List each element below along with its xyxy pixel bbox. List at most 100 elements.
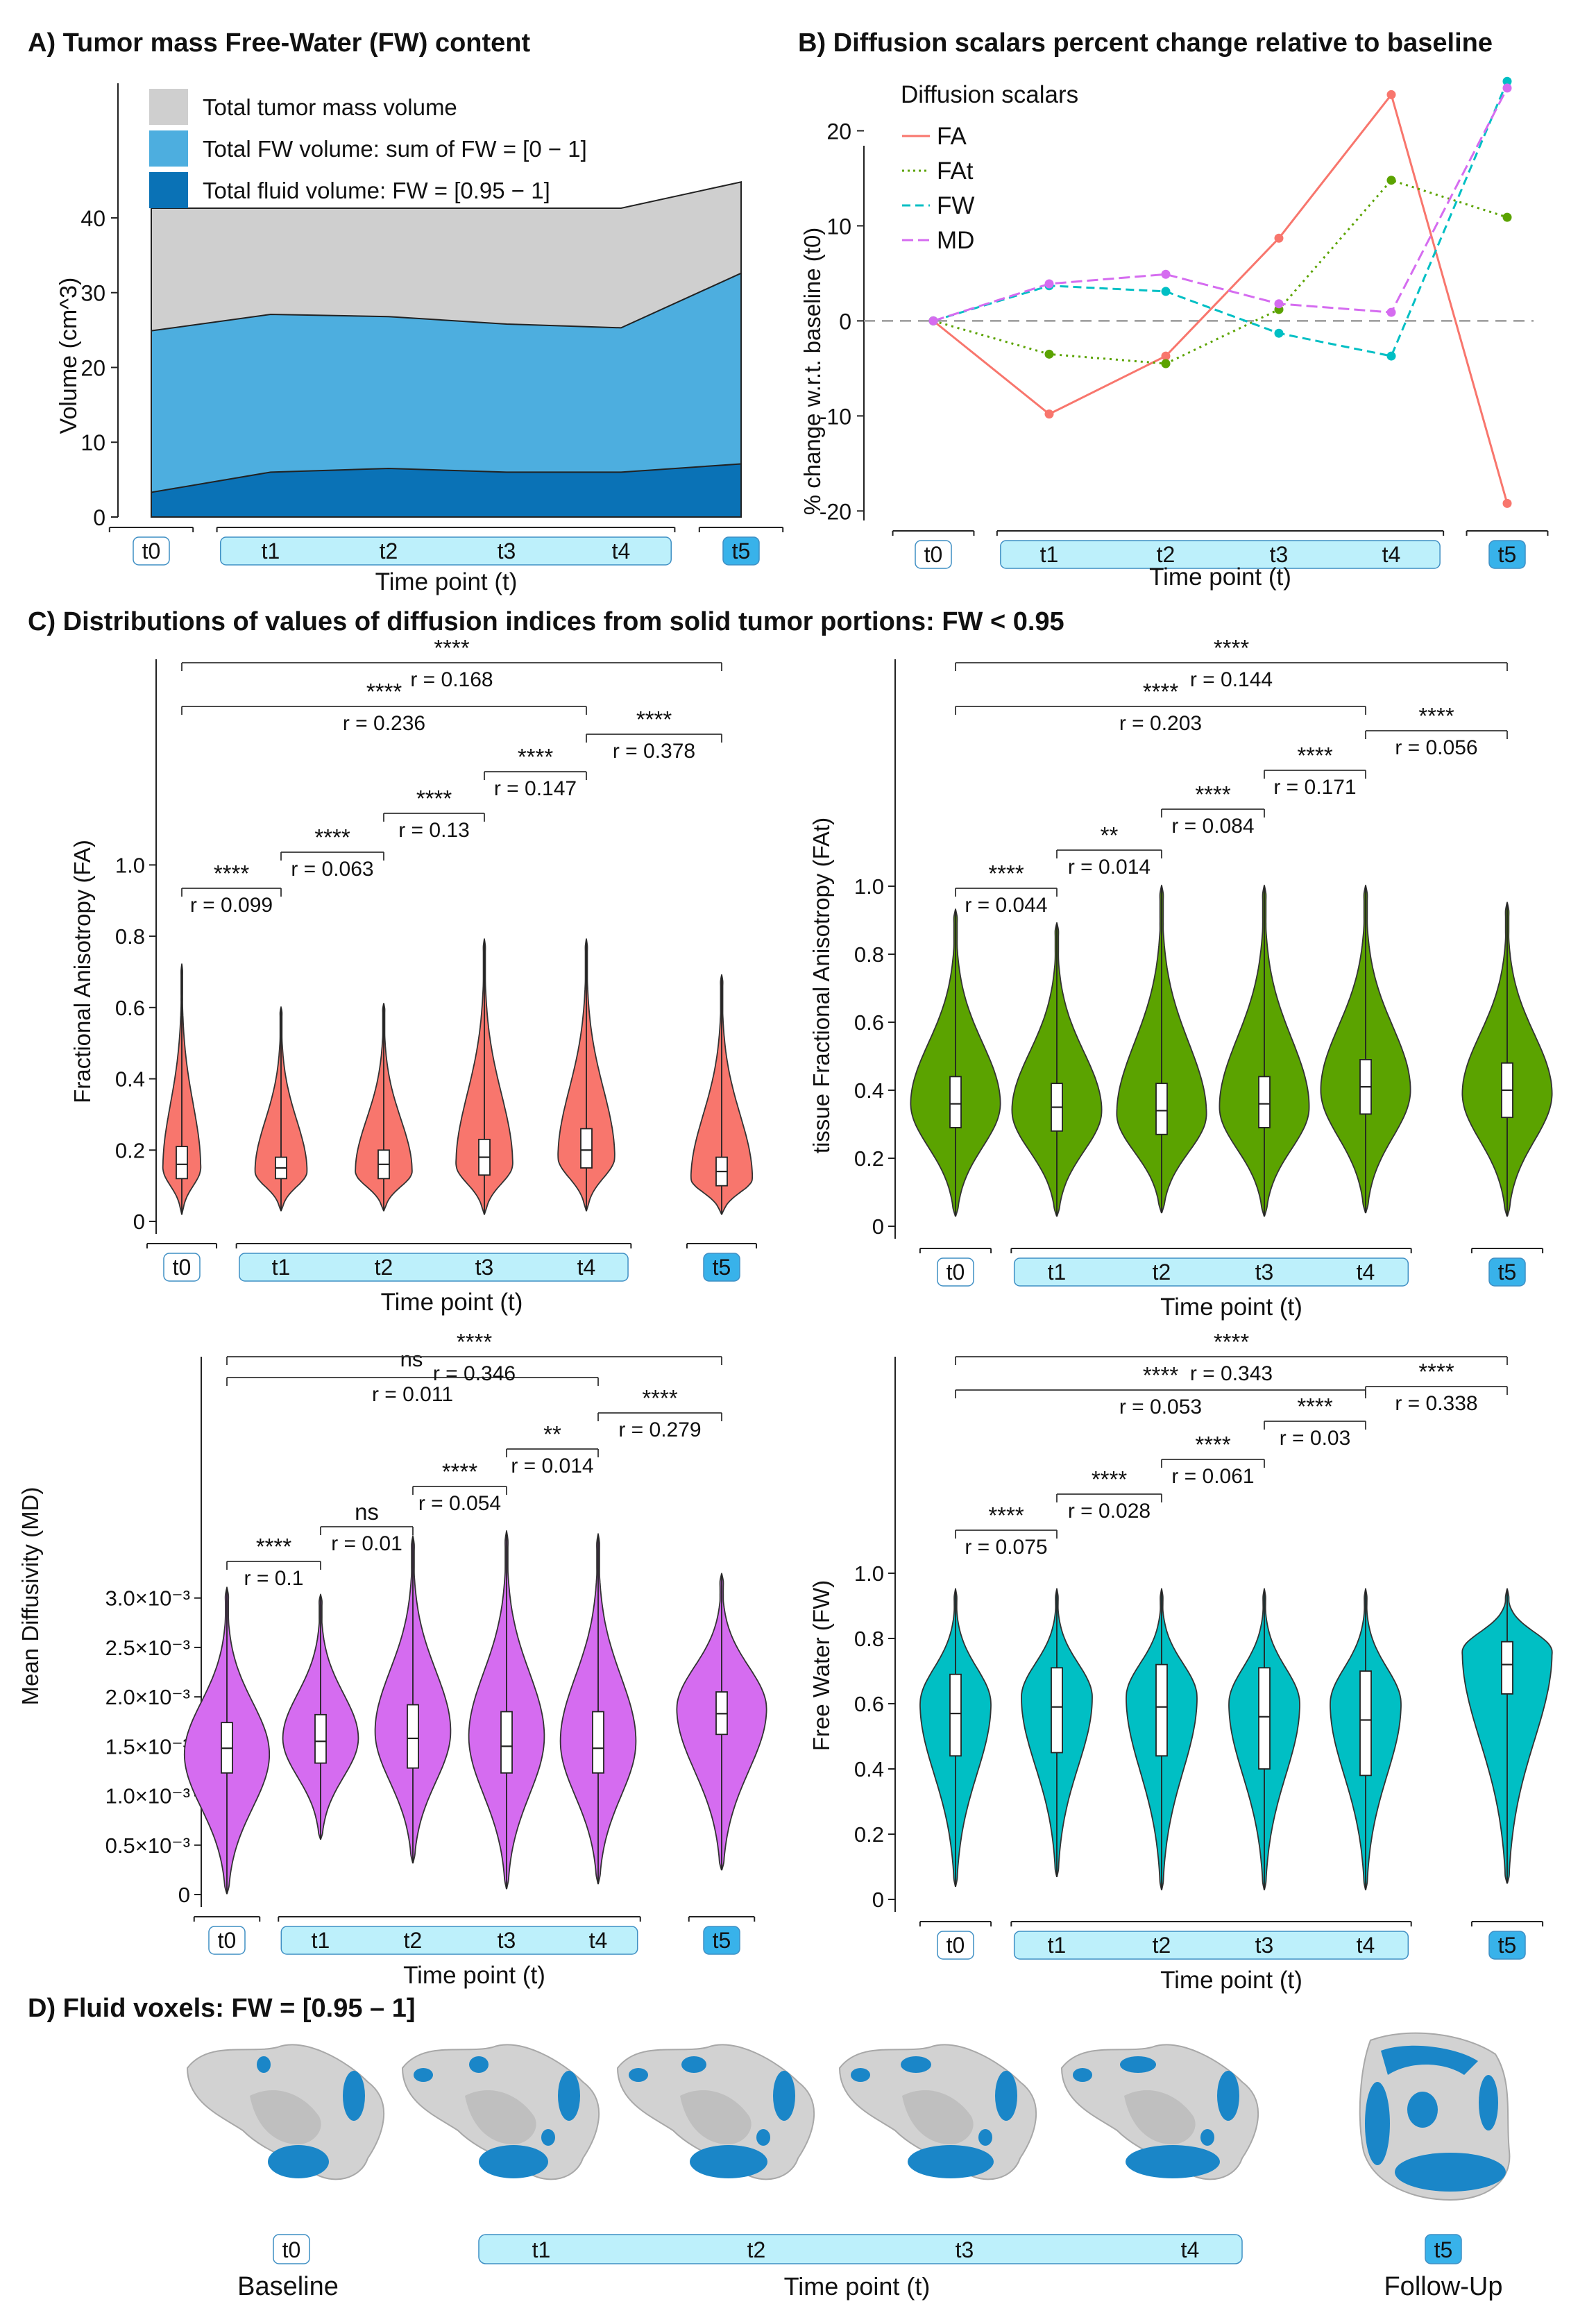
data-point-fat-t1 xyxy=(1044,349,1054,359)
area-fw-volume xyxy=(151,272,742,518)
fluid-voxel-cluster xyxy=(756,2129,770,2146)
sig-effect-t0-t5: r = 0.144 xyxy=(1190,668,1273,691)
time-tick-t1: t1 xyxy=(262,539,280,564)
sig-stars-t1-t2: ns xyxy=(355,1499,379,1525)
sig-effect-t0-t5: r = 0.343 xyxy=(1190,1362,1273,1385)
series-line-fw xyxy=(933,81,1509,357)
data-point-fa-t2 xyxy=(1161,351,1171,361)
fluid-voxel-cluster xyxy=(1200,2129,1214,2146)
data-point-fw-t5 xyxy=(1502,76,1512,86)
sig-stars-t4-t5: **** xyxy=(642,1385,678,1411)
fluid-voxel-cluster xyxy=(343,2071,365,2121)
y-tick-label: 1.0 xyxy=(115,853,145,877)
time-tick-t5: t5 xyxy=(713,1255,731,1280)
y-tick-label: 0 xyxy=(872,1888,884,1912)
time-tick-t0: t0 xyxy=(142,539,161,564)
sig-stars-t1-t2: ** xyxy=(1101,822,1119,848)
tumor-rendering-t5 xyxy=(1359,2032,1511,2201)
y-axis-label: % change w.r.t. baseline (t0) xyxy=(799,228,825,516)
sig-stars-t3-t4: **** xyxy=(1297,1393,1333,1419)
box-t2 xyxy=(407,1704,419,1769)
sig-effect-t2-t3: r = 0.084 xyxy=(1171,815,1254,838)
sig-stars-t0-t4: **** xyxy=(366,679,402,704)
sig-stars-t0-t1: **** xyxy=(214,861,250,886)
sig-effect-t1-t2: r = 0.063 xyxy=(291,858,373,881)
x-axis-label: Time point (t) xyxy=(784,2272,931,2301)
tumor-surface xyxy=(838,2044,1037,2180)
time-tick-t3: t3 xyxy=(956,2237,974,2262)
data-point-fa-t3 xyxy=(1274,233,1284,243)
legend-label-fat: FAt xyxy=(937,158,974,185)
tumor-surface xyxy=(186,2044,385,2180)
sig-stars-t3-t4: **** xyxy=(518,744,554,770)
y-tick-label: 1.0×10⁻³ xyxy=(105,1784,190,1808)
panel-b-legend: Diffusion scalars FA FAt FW MD xyxy=(901,81,1078,254)
fluid-voxel-cluster xyxy=(1217,2071,1239,2121)
time-pill-t5 xyxy=(1488,1257,1526,1287)
time-tick-t5: t5 xyxy=(1498,1260,1517,1285)
sig-effect-t0-t1: r = 0.044 xyxy=(965,894,1047,917)
box-t5 xyxy=(1501,1641,1513,1695)
box-t4 xyxy=(580,1128,593,1169)
legend-swatch-fluid xyxy=(149,172,188,208)
y-tick-label: 0.5×10⁻³ xyxy=(105,1833,190,1858)
time-tick-t1: t1 xyxy=(532,2237,551,2262)
time-tick-t5: t5 xyxy=(713,1928,731,1953)
sig-stars-t1-t2: **** xyxy=(1092,1466,1128,1492)
time-tick-t5: t5 xyxy=(1434,2237,1453,2262)
sig-effect-t1-t2: r = 0.028 xyxy=(1068,1500,1151,1523)
data-point-fa-t4 xyxy=(1386,90,1396,99)
panel-a-title: A) Tumor mass Free-Water (FW) content xyxy=(28,28,530,58)
violin-chart-fw: 0 0.2 0.4 0.6 0.8 1.0 Free Water (FW) **** r = 0… xyxy=(808,1329,1553,1994)
time-tick-t4: t4 xyxy=(577,1255,596,1280)
panel-a-area-chart: 0 10 20 30 40 Volume (cm^3) t0 t1 t2 t3 t4 t5 Time p… xyxy=(56,83,784,595)
panel-c-title: C) Distributions of values of diffusion … xyxy=(28,607,1064,636)
y-tick-label: 2.5×10⁻³ xyxy=(105,1636,190,1660)
box-t0 xyxy=(176,1146,188,1180)
time-tick-t4: t4 xyxy=(1181,2237,1200,2262)
tumor-surface xyxy=(401,2044,600,2180)
sig-effect-t0-t1: r = 0.1 xyxy=(244,1567,304,1590)
time-tick-t1: t1 xyxy=(312,1928,330,1953)
data-point-md-t4 xyxy=(1386,307,1396,317)
panel-d-title: D) Fluid voxels: FW = [0.95 – 1] xyxy=(28,1994,416,2023)
panel-b-title: B) Diffusion scalars percent change rela… xyxy=(798,28,1493,58)
tumor-shading xyxy=(902,2090,974,2144)
sig-stars-t0-t4: ns xyxy=(400,1347,423,1371)
data-point-fw-t2 xyxy=(1161,287,1171,296)
tumor-shading xyxy=(1124,2090,1196,2144)
panel-d-renderings xyxy=(186,2032,1511,2201)
y-axis-label: tissue Fractional Anisotropy (FAt) xyxy=(808,817,834,1153)
sig-effect-t4-t5: r = 0.338 xyxy=(1395,1392,1477,1415)
sig-stars-t4-t5: **** xyxy=(1418,703,1454,729)
sig-effect-t0-t1: r = 0.099 xyxy=(190,894,273,917)
y-axis-label: Volume (cm^3) xyxy=(56,278,82,434)
fluid-voxel-cluster xyxy=(995,2071,1017,2121)
fluid-voxel-cluster xyxy=(1120,2056,1156,2073)
time-tick-t2: t2 xyxy=(1153,1933,1171,1958)
time-tick-t2: t2 xyxy=(1157,542,1175,567)
time-tick-t0: t0 xyxy=(924,542,943,567)
sig-stars-t4-t5: **** xyxy=(1418,1359,1454,1384)
y-tick-label: 1.0 xyxy=(854,874,884,899)
data-point-fat-t4 xyxy=(1386,176,1396,185)
violin-chart-md: 0 0.5×10⁻³ 1.0×10⁻³ 1.5×10⁻³ 2.0×10⁻³ 2.5×10⁻… xyxy=(17,1329,767,1989)
data-point-md-t2 xyxy=(1161,269,1171,279)
x-axis-label: Time point (t) xyxy=(375,568,518,595)
panel-b-line-chart: -20 -10 0 10 20 % change w.r.t. baseline (t0)… xyxy=(799,76,1549,591)
tumor-rendering-t4 xyxy=(1060,2044,1259,2180)
fluid-voxel-cluster xyxy=(978,2129,992,2146)
sig-stars-t3-t4: ** xyxy=(543,1421,561,1447)
time-tick-t1: t1 xyxy=(1040,542,1059,567)
time-tick-t0: t0 xyxy=(946,1260,965,1285)
y-tick-label: 0.6 xyxy=(854,1692,884,1716)
fluid-voxel-cluster xyxy=(479,2145,548,2178)
panel-d-time-axis: t0 t1 t2 t3 t4 t5 Time point (t) xyxy=(273,2234,1462,2301)
time-pill-t0 xyxy=(915,540,952,569)
sig-stars-t4-t5: **** xyxy=(636,706,672,732)
legend-label-fluid: Total fluid volume: FW = [0.95 − 1] xyxy=(203,178,550,203)
time-pill-t5 xyxy=(1488,1931,1526,1960)
sig-stars-t0-t5: **** xyxy=(434,635,470,661)
fluid-voxel-cluster xyxy=(1073,2068,1092,2082)
